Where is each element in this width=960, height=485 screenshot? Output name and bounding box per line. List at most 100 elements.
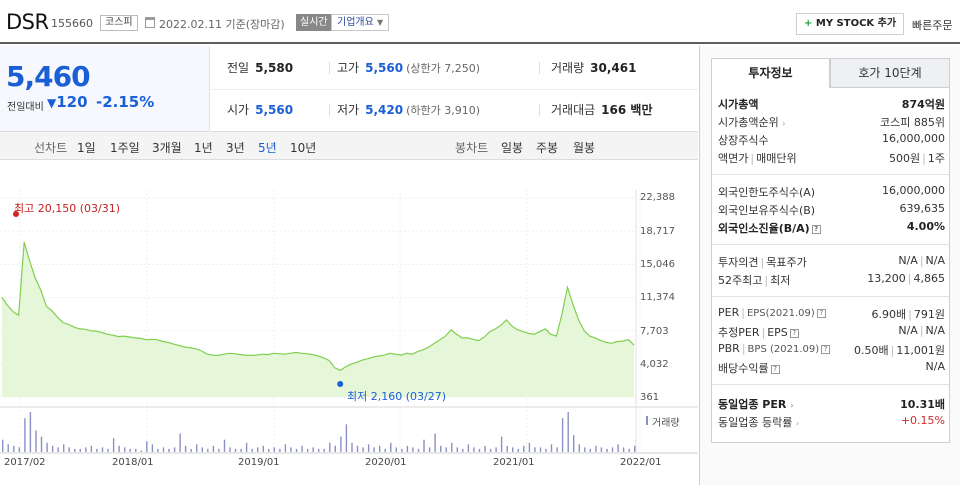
volume-bar	[257, 447, 259, 452]
help-icon[interactable]: ?	[770, 364, 780, 374]
candle-weekly[interactable]: 주봉	[536, 141, 559, 155]
volume-bar	[135, 448, 137, 452]
volume-bar	[495, 447, 497, 452]
help-icon[interactable]: ?	[821, 344, 831, 354]
volume-bar	[600, 447, 603, 452]
stat-open: 시가 5,560	[227, 101, 293, 118]
info-label: 외국인한도주식수(A)	[718, 186, 816, 199]
chevron-right-icon: ›	[795, 419, 800, 428]
price-change: ▼120	[47, 93, 88, 111]
volume-bar	[74, 448, 76, 452]
stock-name: DSR	[6, 10, 49, 34]
volume-bar	[489, 448, 492, 452]
info-label: 동일업종 등락률 ›	[718, 414, 799, 430]
volume-bar	[40, 436, 43, 452]
week52-low-label: 최저	[770, 274, 791, 287]
info-label: 액면가 | 매매단위	[718, 152, 797, 165]
volume-bar	[367, 444, 370, 452]
volume-bar	[451, 442, 453, 452]
volume-bar	[184, 445, 187, 452]
volume-bar	[63, 444, 65, 452]
y-tick-label: 7,703	[640, 326, 669, 337]
volume-bar	[24, 418, 26, 452]
volume-bar	[340, 436, 342, 452]
est-eps-label: EPS	[767, 326, 788, 339]
volume-bar	[13, 445, 15, 452]
volume-bar	[478, 448, 481, 452]
stat-high: 고가 5,560 (상한가 7,250)	[337, 59, 480, 76]
volume-legend-swatch	[646, 416, 648, 425]
company-overview-label: 기업개요	[337, 17, 374, 28]
volume-bar	[622, 447, 625, 452]
add-mystock-button[interactable]: + MY STOCK 추가	[796, 13, 905, 35]
volume-bar	[35, 430, 37, 452]
ind-rate-label: 동일업종 등락률	[718, 416, 793, 429]
volume-bar	[606, 448, 608, 452]
chart-period-bar: 선차트 1일 1주일 3개월 1년 3년 5년 10년 봉차트 일봉 주봉 월봉	[0, 132, 698, 160]
help-icon[interactable]: ?	[816, 308, 826, 318]
period-5y[interactable]: 5년	[258, 141, 277, 155]
volume-bar	[229, 447, 231, 452]
company-overview-dropdown[interactable]: 기업개요 ▼	[331, 14, 390, 31]
price-change-value: 120	[56, 93, 88, 111]
volume-bar	[428, 447, 431, 452]
add-mystock-label: MY STOCK 추가	[815, 18, 897, 29]
volume-bar	[218, 448, 220, 452]
volume-bar	[118, 445, 120, 452]
line-chart-label: 선차트	[34, 141, 68, 155]
volume-bar	[212, 445, 215, 452]
stat-label: 저가	[337, 103, 360, 117]
help-icon[interactable]: ?	[811, 224, 821, 234]
stat-separator	[329, 62, 330, 74]
price-chart-svg	[0, 190, 698, 454]
info-label: PBR | BPS (2021.09)?	[718, 342, 831, 355]
tab-order-book[interactable]: 호가 10단계	[830, 58, 950, 88]
volume-bar	[179, 433, 181, 452]
help-icon[interactable]: ?	[789, 328, 799, 338]
info-row-pbr: PBR | BPS (2021.09)? 0.50배 | 11,001원	[718, 342, 945, 360]
info-value: N/A	[925, 360, 945, 373]
quick-order-link[interactable]: 빠른주문	[912, 19, 953, 32]
x-tick-label: 2019/01	[238, 457, 280, 468]
volume-bar	[90, 445, 93, 452]
volume-bar	[628, 448, 630, 452]
volume-bar	[379, 445, 381, 452]
info-label: 시가총액	[718, 98, 759, 111]
per-value: 6.90배	[871, 308, 907, 321]
volume-bar	[29, 412, 32, 452]
panel-tabs: 투자정보 호가 10단계	[711, 58, 950, 88]
period-1y[interactable]: 1년	[194, 141, 213, 155]
info-value: 500원 | 1주	[889, 152, 945, 165]
tab-investment-info[interactable]: 투자정보	[711, 58, 830, 88]
info-label: PER | EPS(2021.09)?	[718, 306, 826, 319]
price-chart[interactable]: 22,388 18,717 15,046 11,374 7,703 4,032 …	[0, 160, 698, 485]
info-row-foreign-limit: 외국인한도주식수(A) 16,000,000	[718, 184, 945, 202]
volume-bar	[589, 448, 591, 452]
volume-bar	[146, 441, 148, 452]
info-divider	[712, 244, 949, 245]
info-value: 13,200 | 4,865	[867, 272, 945, 285]
candle-monthly[interactable]: 월봉	[573, 141, 596, 155]
volume-bar	[473, 447, 475, 452]
volume-bar	[96, 448, 98, 452]
volume-bar	[329, 442, 331, 452]
y-tick-label: 18,717	[640, 226, 675, 237]
volume-bar	[290, 447, 292, 452]
volume-bar	[124, 447, 126, 452]
period-1w[interactable]: 1주일	[110, 141, 140, 155]
info-label: 상장주식수	[718, 134, 769, 147]
volume-bar	[462, 448, 464, 452]
volume-bar	[162, 447, 165, 452]
period-1d[interactable]: 1일	[77, 141, 96, 155]
foreign-ratio-label: 외국인소진율(B/A)	[718, 222, 810, 235]
period-3y[interactable]: 3년	[226, 141, 245, 155]
realtime-button[interactable]: 실시간	[296, 14, 332, 31]
candle-daily[interactable]: 일봉	[501, 141, 524, 155]
volume-bar	[306, 448, 309, 452]
unit-label: 매매단위	[756, 152, 797, 165]
period-3m[interactable]: 3개월	[152, 141, 182, 155]
info-label: 배당수익률?	[718, 360, 780, 376]
info-value: 0.50배 | 11,001원	[854, 344, 945, 357]
period-10y[interactable]: 10년	[290, 141, 317, 155]
